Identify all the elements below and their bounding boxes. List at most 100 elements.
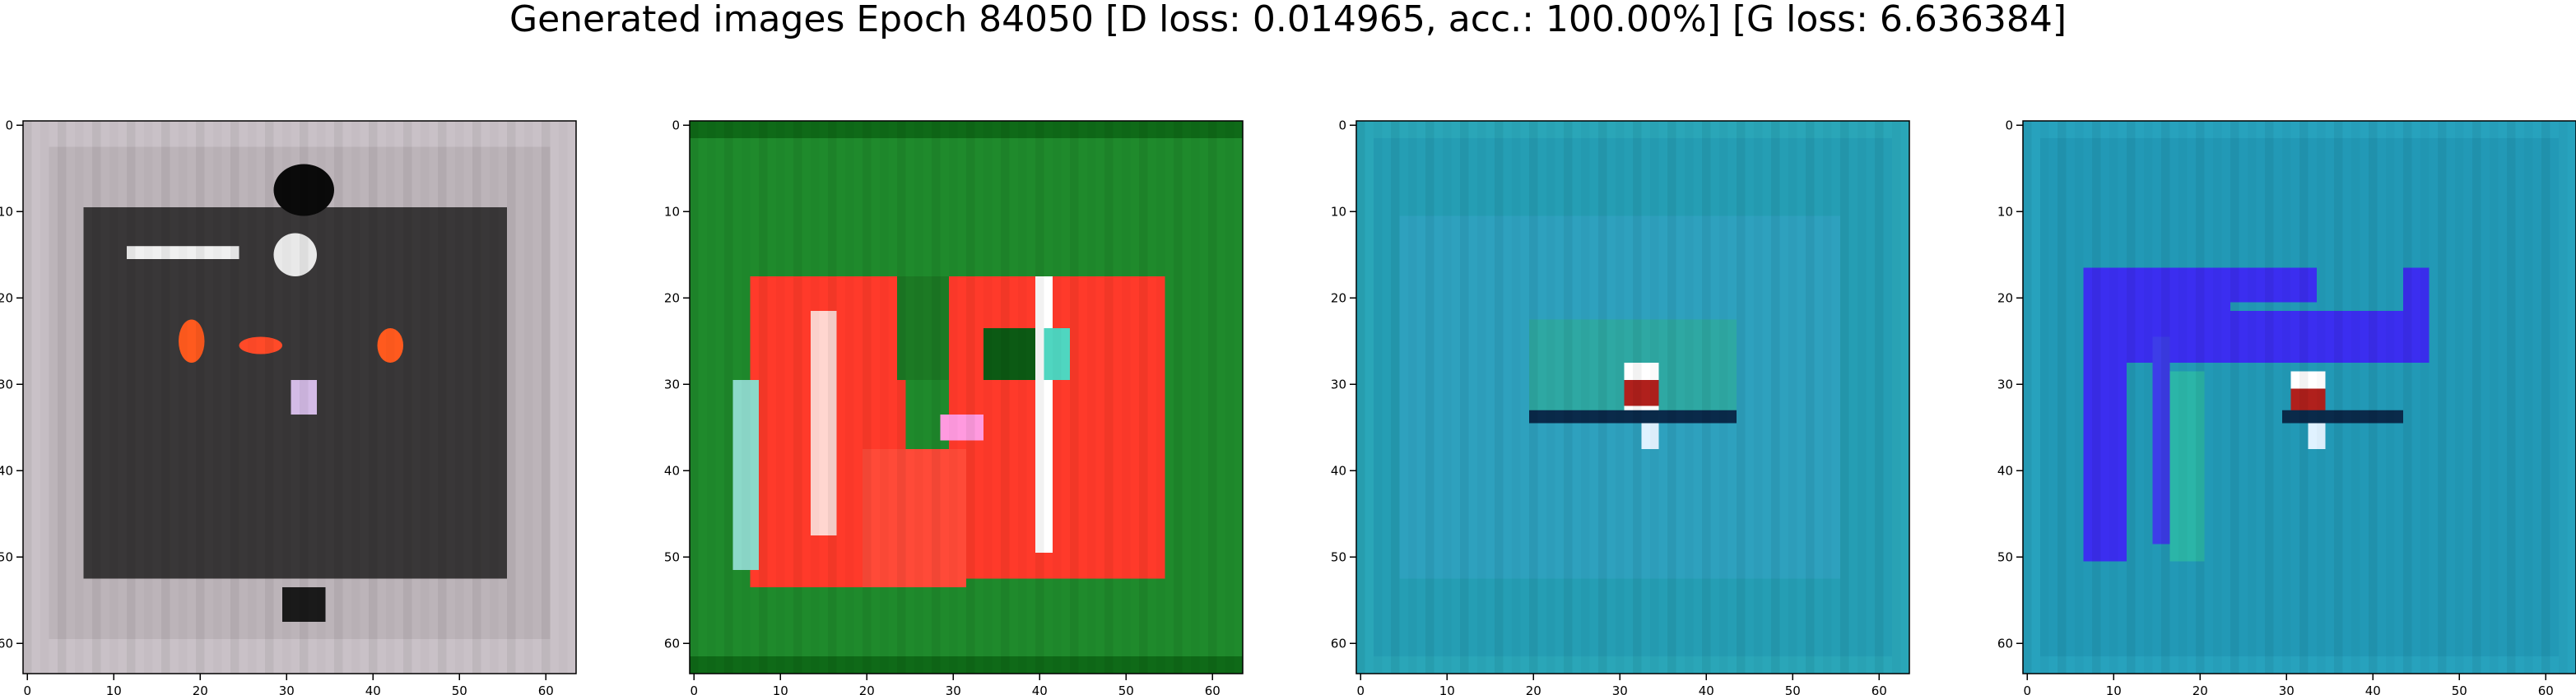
y-tick-label: 40 xyxy=(0,463,13,478)
texture-stripe xyxy=(1702,121,1711,674)
y-tick-label: 50 xyxy=(1997,549,2013,564)
texture-stripe xyxy=(2196,121,2205,674)
texture-stripe xyxy=(559,121,568,674)
texture-stripe xyxy=(75,121,84,674)
y-tick-label: 0 xyxy=(2005,118,2013,132)
image-region xyxy=(179,319,205,363)
texture-stripe xyxy=(863,121,872,674)
texture-stripe xyxy=(1840,121,1849,674)
image-region xyxy=(690,656,1243,674)
texture-stripe xyxy=(421,121,430,674)
texture-stripe xyxy=(2213,121,2222,674)
x-tick-label: 50 xyxy=(1785,683,1801,695)
x-tick-label: 60 xyxy=(538,683,554,695)
texture-stripe xyxy=(92,121,101,674)
x-tick-label: 0 xyxy=(1356,683,1365,695)
texture-stripe xyxy=(524,121,533,674)
texture-stripe xyxy=(2541,121,2550,674)
y-tick-label: 50 xyxy=(0,549,13,564)
y-tick-label: 20 xyxy=(1997,290,2013,305)
texture-stripe xyxy=(966,121,975,674)
texture-stripe xyxy=(2282,121,2291,674)
axes-frame xyxy=(1355,120,1910,674)
texture-stripe xyxy=(983,121,993,674)
y-tick-label: 10 xyxy=(0,204,13,219)
texture-stripe xyxy=(40,121,49,674)
y-tick-label: 30 xyxy=(1997,377,2013,392)
x-tick-label: 50 xyxy=(452,683,467,695)
image-region xyxy=(811,311,837,535)
texture-stripe xyxy=(1771,121,1780,674)
image-region xyxy=(2083,363,2127,562)
texture-stripe xyxy=(1356,121,1365,674)
image-region xyxy=(949,276,1165,579)
image-region xyxy=(2308,423,2326,449)
texture-stripe xyxy=(759,121,768,674)
image-region xyxy=(2403,267,2430,363)
texture-stripe xyxy=(1122,121,1131,674)
texture-stripe xyxy=(2472,121,2481,674)
image-region xyxy=(940,415,983,441)
texture-stripe xyxy=(880,121,889,674)
y-tick-label: 30 xyxy=(1331,377,1346,392)
texture-stripe xyxy=(2075,121,2084,674)
x-tick-label: 30 xyxy=(279,683,295,695)
y-tick-label: 30 xyxy=(0,377,13,392)
image-region xyxy=(2169,371,2205,562)
texture-stripe xyxy=(2144,121,2153,674)
texture-stripe xyxy=(542,121,551,674)
image-region xyxy=(2282,410,2403,424)
y-tick-label: 20 xyxy=(1331,290,1346,305)
image-region xyxy=(732,380,759,570)
texture-stripe xyxy=(1806,121,1815,674)
y-tick-label: 10 xyxy=(664,204,680,219)
x-tick-label: 20 xyxy=(2192,683,2208,695)
x-tick-label: 20 xyxy=(193,683,208,695)
texture-stripe xyxy=(1633,121,1642,674)
texture-stripe xyxy=(1053,121,1062,674)
texture-stripe xyxy=(1685,121,1694,674)
image-region xyxy=(273,164,334,216)
texture-stripe xyxy=(1156,121,1165,674)
texture-stripe xyxy=(1737,121,1746,674)
texture-stripe xyxy=(282,121,291,674)
y-tick-label: 10 xyxy=(1331,204,1346,219)
texture-stripe xyxy=(58,121,67,674)
texture-stripe xyxy=(1425,121,1434,674)
texture-stripe xyxy=(742,121,751,674)
texture-stripe xyxy=(2386,121,2395,674)
texture-stripe xyxy=(1598,121,1607,674)
texture-stripe xyxy=(1001,121,1010,674)
texture-stripe xyxy=(1667,121,1676,674)
texture-stripe xyxy=(2317,121,2326,674)
texture-stripe xyxy=(2351,121,2360,674)
y-tick-label: 0 xyxy=(672,118,680,132)
image-region xyxy=(273,233,317,276)
texture-stripe xyxy=(914,121,923,674)
y-tick-label: 50 xyxy=(1331,549,1346,564)
image-region xyxy=(377,328,403,363)
image-region xyxy=(1044,328,1070,380)
x-tick-label: 10 xyxy=(106,683,122,695)
texture-stripe xyxy=(2507,121,2516,674)
image-region xyxy=(282,587,326,622)
image-body xyxy=(2023,121,2576,674)
texture-stripe xyxy=(2230,121,2239,674)
x-tick-label: 60 xyxy=(1872,683,1887,695)
texture-stripe xyxy=(248,121,257,674)
x-tick-label: 40 xyxy=(1699,683,1714,695)
axes-frame xyxy=(2022,120,2576,674)
x-tick-label: 10 xyxy=(773,683,788,695)
texture-stripe xyxy=(2127,121,2136,674)
texture-stripe xyxy=(2420,121,2430,674)
texture-stripe xyxy=(472,121,481,674)
texture-stripe xyxy=(2524,121,2533,674)
texture-stripe xyxy=(828,121,837,674)
image-region xyxy=(2152,336,2170,544)
texture-stripe xyxy=(2248,121,2257,674)
y-tick-label: 60 xyxy=(1997,636,2013,651)
texture-stripe xyxy=(1495,121,1504,674)
texture-stripe xyxy=(455,121,464,674)
x-tick-label: 0 xyxy=(23,683,31,695)
x-tick-label: 10 xyxy=(1439,683,1455,695)
